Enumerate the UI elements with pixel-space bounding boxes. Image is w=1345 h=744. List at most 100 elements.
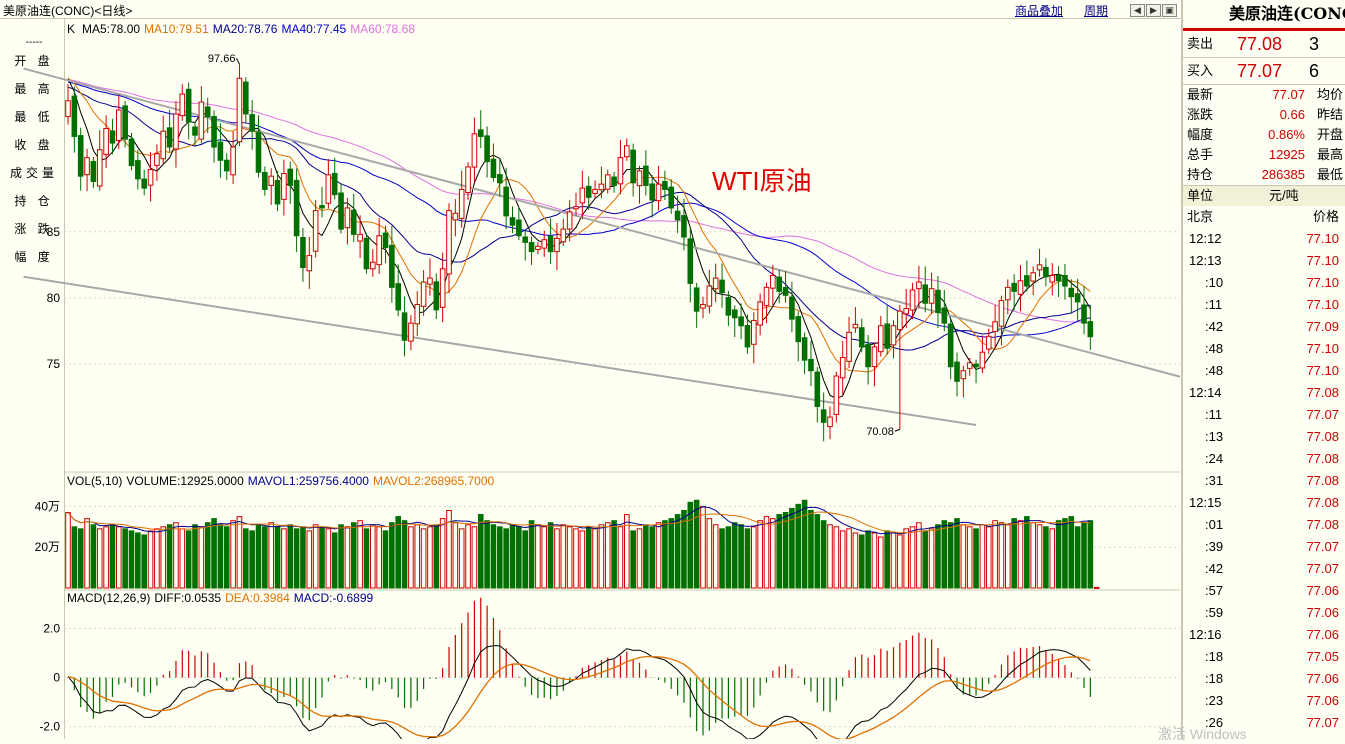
candle-body xyxy=(935,289,941,314)
candle-body xyxy=(681,215,687,238)
volume-bar xyxy=(541,526,548,589)
tick-price: 77.06 xyxy=(1306,583,1339,598)
candle xyxy=(185,82,192,140)
stat-label: 持仓 xyxy=(1187,167,1214,182)
candle xyxy=(757,293,763,336)
tick-time: :18 xyxy=(1205,671,1224,686)
volume-bar xyxy=(782,512,789,589)
volume-bar xyxy=(617,526,624,589)
overlay-link[interactable]: 商品叠加 xyxy=(1015,4,1064,18)
candle xyxy=(90,157,97,189)
tick-price: 77.10 xyxy=(1306,341,1339,356)
candle-body xyxy=(173,113,179,150)
stat-right-label: 最高 xyxy=(1316,147,1343,162)
stat-label: 总手 xyxy=(1187,147,1214,162)
volume-bar xyxy=(890,532,897,589)
candle xyxy=(687,227,694,303)
candle xyxy=(503,167,509,230)
volume-bar xyxy=(643,524,649,589)
volume-bar xyxy=(122,528,128,589)
candle-body xyxy=(1005,286,1011,301)
candle xyxy=(839,341,846,396)
volume-bar xyxy=(566,526,573,589)
ma-label: MA20:78.76 xyxy=(213,22,278,36)
tick-time: :42 xyxy=(1205,561,1224,576)
volume-bar xyxy=(1074,526,1081,589)
tick-row: :13 77.08 xyxy=(1183,426,1345,448)
candle-body xyxy=(674,210,681,221)
tick-time: 12:15 xyxy=(1189,495,1222,510)
candle xyxy=(941,289,948,332)
candle xyxy=(211,110,217,163)
sell-price: 77.08 xyxy=(1237,34,1283,54)
candle-body xyxy=(719,279,725,294)
stat-row: 总手 12925 最高 xyxy=(1183,145,1345,165)
left-info-panel: ----- 开 盘 最 高 最 低 收 盘 成交量 持 仓 涨 跌 幅 度 xyxy=(0,19,65,739)
candle xyxy=(477,110,484,149)
candle-body xyxy=(338,192,344,230)
sell-row: 卖出 77.08 3 xyxy=(1183,31,1345,57)
candle-body xyxy=(833,375,840,415)
candle xyxy=(865,335,871,385)
stat-value: 77.07 xyxy=(1272,87,1305,102)
candle-body xyxy=(1081,304,1087,324)
candle xyxy=(960,365,967,398)
macd-tick-label: 0 xyxy=(53,671,60,685)
candle-body xyxy=(84,157,90,176)
volume-bar xyxy=(668,518,675,589)
volume-bar xyxy=(90,524,97,589)
trend-line xyxy=(23,275,977,426)
volume-bar xyxy=(884,530,890,589)
volume-label: VOL(5,10) xyxy=(67,474,122,488)
tick-time: :11 xyxy=(1205,297,1223,312)
extreme-pointer xyxy=(236,57,240,65)
tick-time: :48 xyxy=(1205,363,1224,378)
candle xyxy=(103,115,109,168)
volume-bar xyxy=(954,518,960,589)
tick-price: 77.06 xyxy=(1306,671,1339,686)
candle-body xyxy=(814,371,821,407)
prev-button-icon[interactable]: ◀ xyxy=(1130,4,1145,17)
next-button-icon[interactable]: ▶ xyxy=(1146,4,1161,17)
candle-body xyxy=(414,304,421,325)
candle xyxy=(535,242,541,255)
candle-body xyxy=(382,232,389,249)
volume-bar xyxy=(935,524,941,589)
volume-bar xyxy=(579,530,586,589)
candle-body xyxy=(846,331,852,362)
candle-body xyxy=(211,116,217,148)
volume-bar xyxy=(839,530,846,589)
volume-bar xyxy=(560,524,567,589)
volume-bar xyxy=(985,526,992,589)
candle xyxy=(71,86,78,153)
candle xyxy=(109,118,116,155)
candle xyxy=(293,168,300,252)
ticks-list[interactable]: 12:12 77.10 12:13 77.10:10 77.10:11 77.10:42 7… xyxy=(1183,228,1345,734)
candle xyxy=(300,228,306,282)
label-open: 开 盘 xyxy=(14,54,54,68)
period-link[interactable]: 周期 xyxy=(1084,4,1109,18)
candle xyxy=(871,342,878,387)
candle-body xyxy=(1087,321,1094,338)
candle xyxy=(884,305,890,355)
candle-body xyxy=(433,281,440,311)
candle-body xyxy=(503,186,509,217)
candle-body xyxy=(1049,274,1056,283)
volume-bar xyxy=(255,524,262,589)
volume-bar xyxy=(452,522,459,589)
tick-price: 77.06 xyxy=(1306,605,1339,620)
volume-bar xyxy=(909,526,916,589)
candle xyxy=(897,304,903,430)
tick-time: :11 xyxy=(1205,407,1223,422)
candle xyxy=(249,100,255,150)
volume-bar xyxy=(217,524,224,589)
candle xyxy=(338,183,344,234)
chart-area[interactable]: 85 80 75 97.66 70.08 K MA5:78.00 MA10:79.51 MA20… xyxy=(0,18,1180,739)
volume-bar xyxy=(700,505,706,589)
candle xyxy=(827,406,833,440)
volume-bar xyxy=(477,514,484,589)
candle xyxy=(287,161,294,204)
layout-button-icon[interactable]: ▣ xyxy=(1162,4,1177,17)
unit-label: 单位 xyxy=(1187,188,1214,203)
stat-value: 0.86% xyxy=(1268,127,1305,142)
